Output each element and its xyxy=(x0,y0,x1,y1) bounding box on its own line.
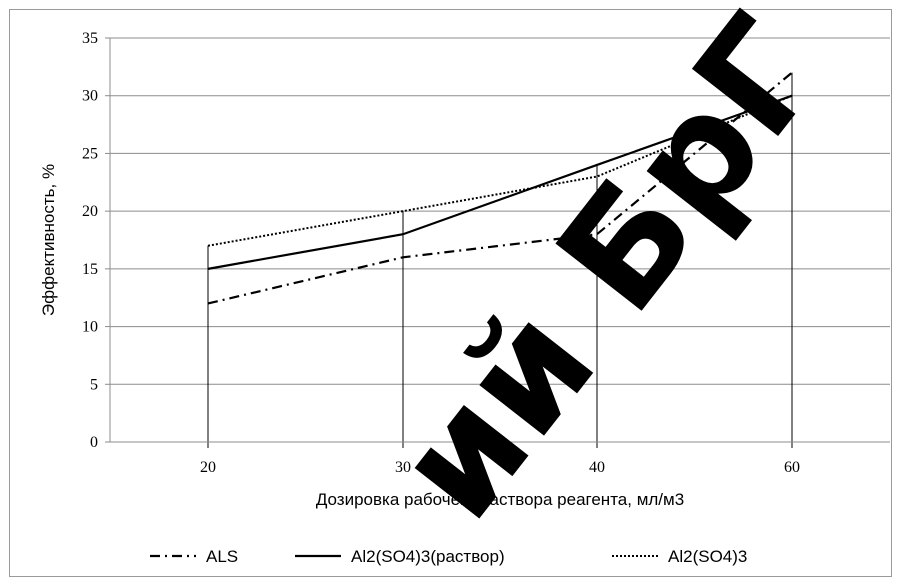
y-tick-label: 15 xyxy=(82,261,98,278)
x-axis-label: Дозировка рабочего раствора реагента, мл… xyxy=(316,490,684,509)
gridlines xyxy=(110,37,890,385)
x-tick-label: 40 xyxy=(589,459,605,476)
y-tick-labels: 0 5 10 15 20 25 30 35 xyxy=(82,30,98,451)
legend: ALS Al2(SO4)3(раствор) Al2(SO4)3 xyxy=(150,547,747,566)
drop-lines xyxy=(207,72,793,448)
y-tick-label: 35 xyxy=(82,30,98,47)
y-tick-label: 25 xyxy=(82,145,98,162)
y-axis-label: Эффективность, % xyxy=(39,164,58,316)
legend-label: ALS xyxy=(206,547,238,566)
x-tick-label: 30 xyxy=(395,459,411,476)
axes xyxy=(105,37,890,443)
series-line-2 xyxy=(207,94,793,270)
y-tick-label: 5 xyxy=(90,376,98,393)
watermark: ий БрГ xyxy=(363,0,857,551)
x-tick-label: 60 xyxy=(784,459,800,476)
legend-label: Al2(SO4)3 xyxy=(668,547,747,566)
series-line-1 xyxy=(207,71,793,305)
y-tick-label: 30 xyxy=(82,88,98,105)
y-tick-label: 10 xyxy=(82,319,98,336)
x-tick-label: 20 xyxy=(200,459,216,476)
x-tick-labels: 20 30 40 60 xyxy=(200,459,800,476)
chart-frame xyxy=(9,9,892,577)
y-tick-label: 20 xyxy=(82,203,98,220)
legend-label: Al2(SO4)3(раствор) xyxy=(351,547,505,566)
series-line-3 xyxy=(207,94,793,247)
series-lines xyxy=(207,71,793,305)
y-tick-label: 0 xyxy=(90,434,98,451)
